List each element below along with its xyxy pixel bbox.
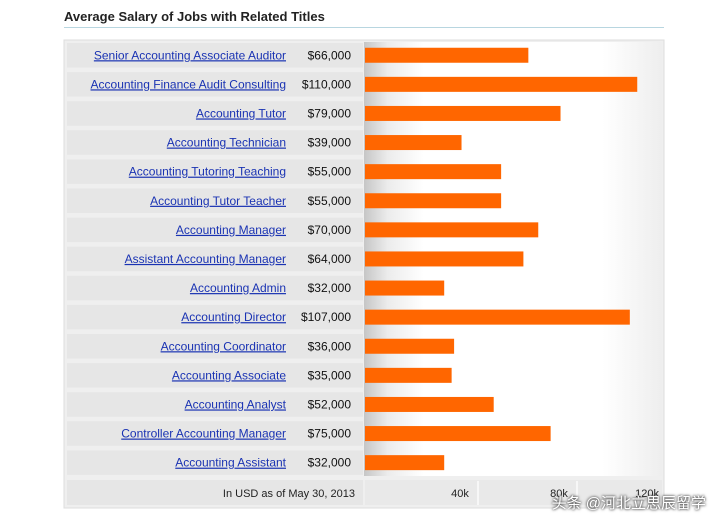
row-label-cell xyxy=(67,363,363,388)
row-label-cell xyxy=(67,188,363,213)
salary-label: $107,000 xyxy=(301,310,351,324)
job-title-link[interactable]: Assistant Accounting Manager xyxy=(125,252,286,266)
salary-label: $110,000 xyxy=(302,77,351,91)
x-tick-label: 40k xyxy=(451,488,469,500)
job-title-link[interactable]: Accounting Tutor xyxy=(196,106,286,120)
row-label-cell xyxy=(67,159,363,184)
salary-label: $52,000 xyxy=(308,397,352,411)
watermark-text: 头条 @河北立思辰留学 xyxy=(551,495,706,512)
salary-bar xyxy=(365,338,455,354)
salary-bar xyxy=(365,105,561,121)
salary-bar xyxy=(365,309,630,325)
salary-bar xyxy=(365,280,445,296)
salary-bar xyxy=(365,47,529,63)
row-label-cell xyxy=(67,130,363,155)
row-label-cell xyxy=(67,334,363,359)
job-title-link[interactable]: Accounting Admin xyxy=(190,281,286,295)
salary-label: $36,000 xyxy=(308,339,352,353)
salary-bar xyxy=(365,76,638,92)
job-title-link[interactable]: Accounting Analyst xyxy=(185,397,287,411)
job-title-link[interactable]: Accounting Director xyxy=(181,310,286,324)
job-title-link[interactable]: Accounting Associate xyxy=(172,368,286,382)
job-title-link[interactable]: Accounting Manager xyxy=(176,223,286,237)
job-title-link[interactable]: Accounting Assistant xyxy=(175,456,286,470)
x-tick-label: 80k xyxy=(550,488,568,500)
row-label-cell xyxy=(67,101,363,126)
salary-bar xyxy=(365,222,539,238)
row-label-cell xyxy=(67,43,363,68)
job-title-link[interactable]: Senior Accounting Associate Auditor xyxy=(94,48,286,62)
salary-label: $75,000 xyxy=(308,427,352,441)
salary-bar xyxy=(365,135,462,151)
salary-bar xyxy=(365,426,551,442)
salary-label: $64,000 xyxy=(308,252,352,266)
job-title-link[interactable]: Accounting Coordinator xyxy=(161,339,286,353)
row-label-cell xyxy=(67,275,363,301)
salary-bar xyxy=(365,251,524,267)
chart-title: Average Salary of Jobs with Related Titl… xyxy=(64,9,325,24)
job-title-link[interactable]: Controller Accounting Manager xyxy=(121,427,286,441)
salary-label: $35,000 xyxy=(308,368,352,382)
x-tick-label: 120k xyxy=(635,488,659,500)
row-label-cell xyxy=(67,72,363,97)
salary-label: $32,000 xyxy=(308,456,352,470)
salary-label: $55,000 xyxy=(308,165,352,179)
row-label-cell xyxy=(67,217,363,243)
row-label-cell xyxy=(67,246,363,272)
salary-bar xyxy=(365,455,445,471)
salary-bar xyxy=(365,164,502,180)
job-title-link[interactable]: Accounting Tutor Teacher xyxy=(150,194,286,208)
axis-cell xyxy=(365,480,662,505)
row-label-cell xyxy=(67,304,363,330)
row-label-cell xyxy=(67,392,363,417)
salary-bar xyxy=(365,193,502,209)
job-title-link[interactable]: Accounting Technician xyxy=(167,136,286,150)
salary-label: $79,000 xyxy=(308,106,352,120)
job-title-link[interactable]: Accounting Finance Audit Consulting xyxy=(91,77,286,91)
title-divider xyxy=(64,27,664,28)
salary-bar xyxy=(365,367,452,383)
job-title-link[interactable]: Accounting Tutoring Teaching xyxy=(129,165,286,179)
footnote-cell xyxy=(67,480,363,505)
row-label-cell xyxy=(67,421,363,446)
salary-label: $39,000 xyxy=(308,136,352,150)
salary-label: $66,000 xyxy=(308,48,352,62)
salary-label: $70,000 xyxy=(308,223,352,237)
footnote: In USD as of May 30, 2013 xyxy=(223,488,355,500)
salary-label: $55,000 xyxy=(308,194,352,208)
salary-bar xyxy=(365,396,494,412)
row-label-cell xyxy=(67,450,363,475)
salary-label: $32,000 xyxy=(308,281,352,295)
